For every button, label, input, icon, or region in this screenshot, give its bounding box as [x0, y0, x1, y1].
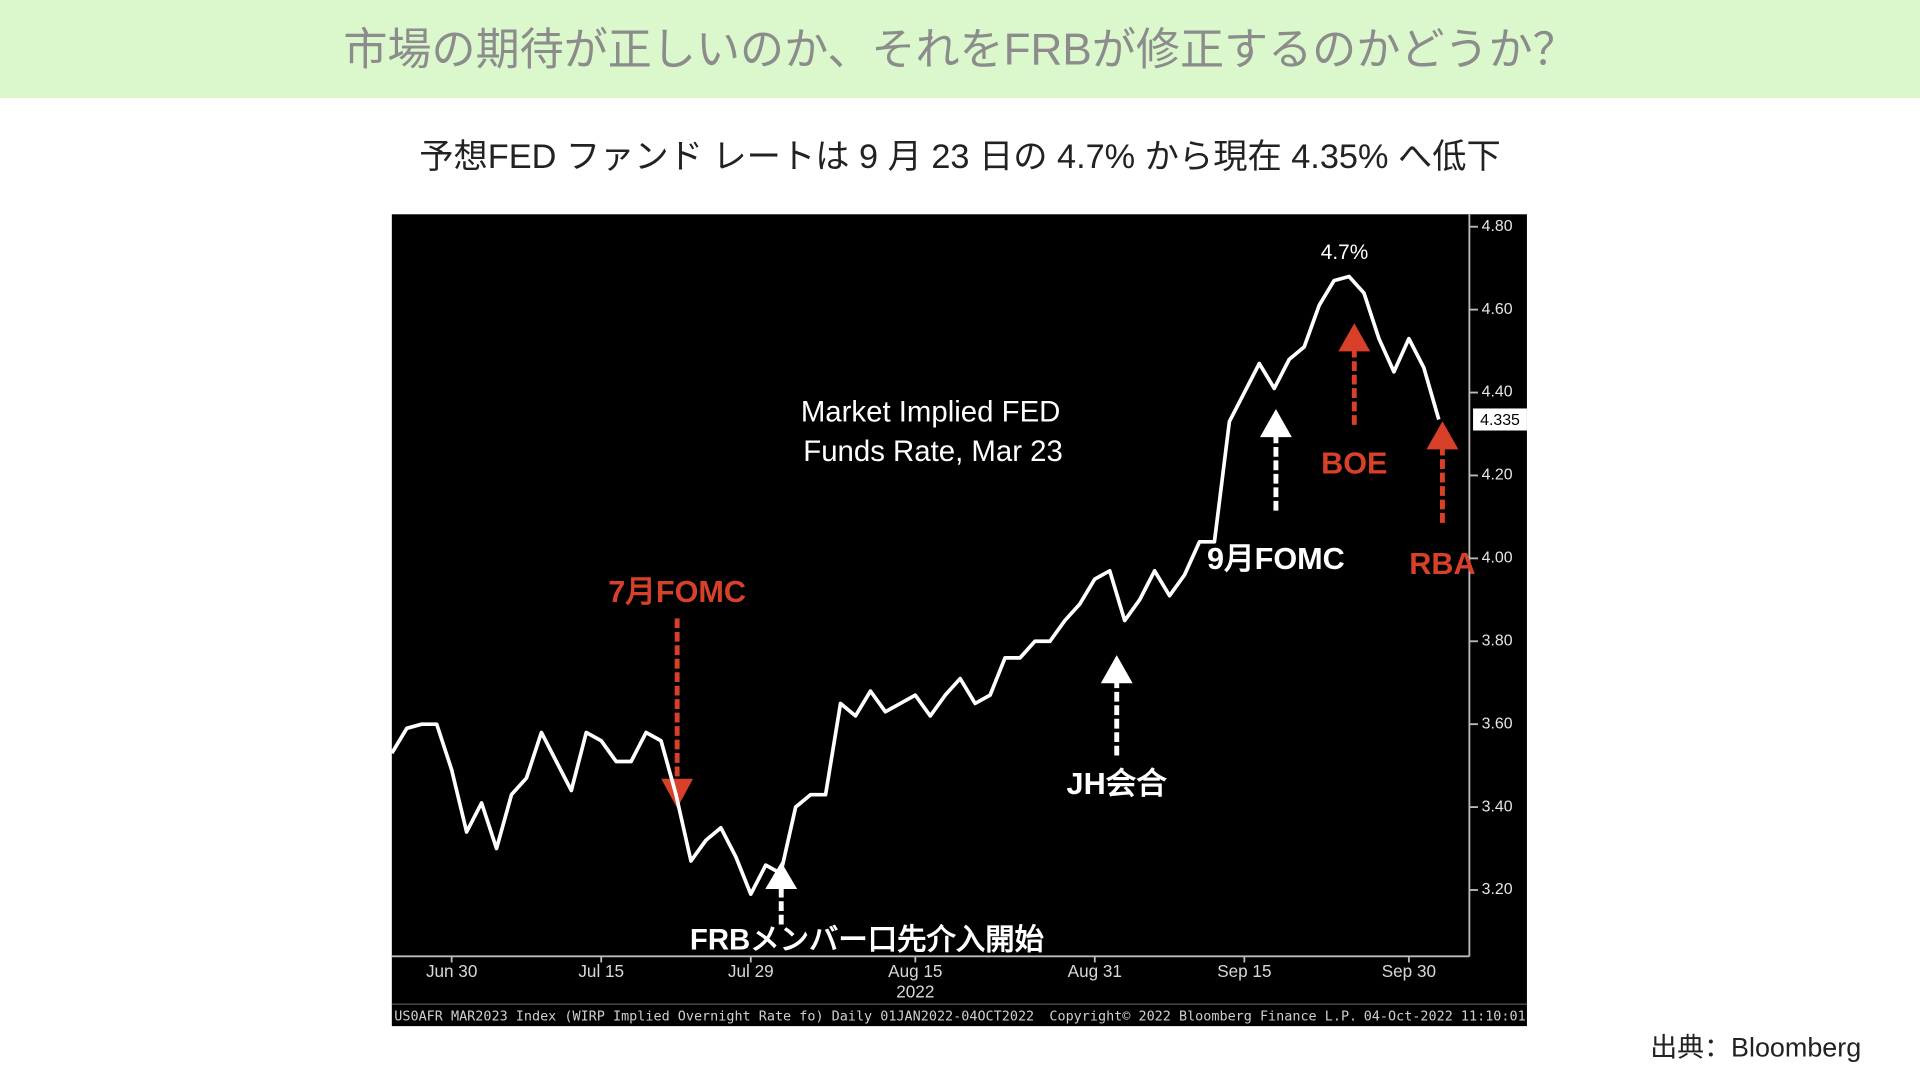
- source: 出典：Bloomberg: [1650, 1032, 1861, 1062]
- annotation: BOE: [1321, 446, 1387, 480]
- x-tick-label: Jun 30: [426, 961, 477, 981]
- x-tick-label: Jul 15: [578, 961, 624, 981]
- y-tick-label: 4.80: [1482, 218, 1513, 235]
- chart-background: [391, 214, 1527, 1027]
- x-tick-label: Aug 15: [888, 961, 942, 981]
- annotation: RBA: [1409, 547, 1475, 581]
- x-tick-label: Jul 29: [728, 961, 774, 981]
- y-tick-label: 3.40: [1482, 798, 1513, 815]
- arrow-head: [765, 862, 798, 889]
- arrow-head: [1338, 323, 1371, 352]
- x-tick-label: Sep 30: [1382, 961, 1436, 981]
- footer-text: US0AFR MAR2023 Index (WIRP Implied Overn…: [394, 1009, 1034, 1024]
- annotation: FRBメンバー口先介入開始: [690, 923, 1045, 956]
- line: [390, 274, 1441, 896]
- x-tick-label: Sep 15: [1217, 961, 1271, 981]
- page-title: 市場の期待が正しいのか、それをFRBが修正するのかどうか？: [343, 25, 1576, 74]
- chart-title: 予想FED ファンド レートは 9 月 23 日の 4.7% から現在 4.35…: [419, 138, 1500, 176]
- footer-text: 04-Oct-2022 11:10:01: [1364, 1009, 1526, 1024]
- annotation: 4.7%: [1321, 241, 1368, 264]
- last-value-tag: [1473, 408, 1527, 431]
- x-axis-label: 2022: [896, 982, 934, 1002]
- y-tick-label: 3.60: [1482, 715, 1513, 732]
- y-tick-label: 3.80: [1482, 632, 1513, 649]
- arrow-head: [1260, 408, 1292, 438]
- annotation: 7月FOMC: [608, 575, 746, 609]
- y-tick-label: 4.60: [1482, 301, 1513, 318]
- annotation: Funds Rate, Mar 23: [803, 435, 1063, 468]
- y-tick-label: 4.20: [1482, 467, 1513, 484]
- arrow-head: [1426, 421, 1459, 450]
- y-tick-label: 4.00: [1482, 550, 1513, 567]
- annotation: 9月FOMC: [1207, 542, 1345, 576]
- footer-text: Copyright© 2022 Bloomberg Finance L.P.: [1049, 1009, 1357, 1024]
- annotation: Market Implied FED: [801, 396, 1061, 429]
- y-tick-label: 4.40: [1482, 384, 1513, 401]
- arrow-head: [1100, 655, 1133, 684]
- last-value-label: 4.335: [1480, 412, 1520, 429]
- annotation: JH会合: [1067, 766, 1168, 801]
- y-tick-label: 3.20: [1482, 881, 1513, 898]
- x-tick-label: Aug 31: [1068, 961, 1122, 981]
- header-band: [0, 0, 1920, 98]
